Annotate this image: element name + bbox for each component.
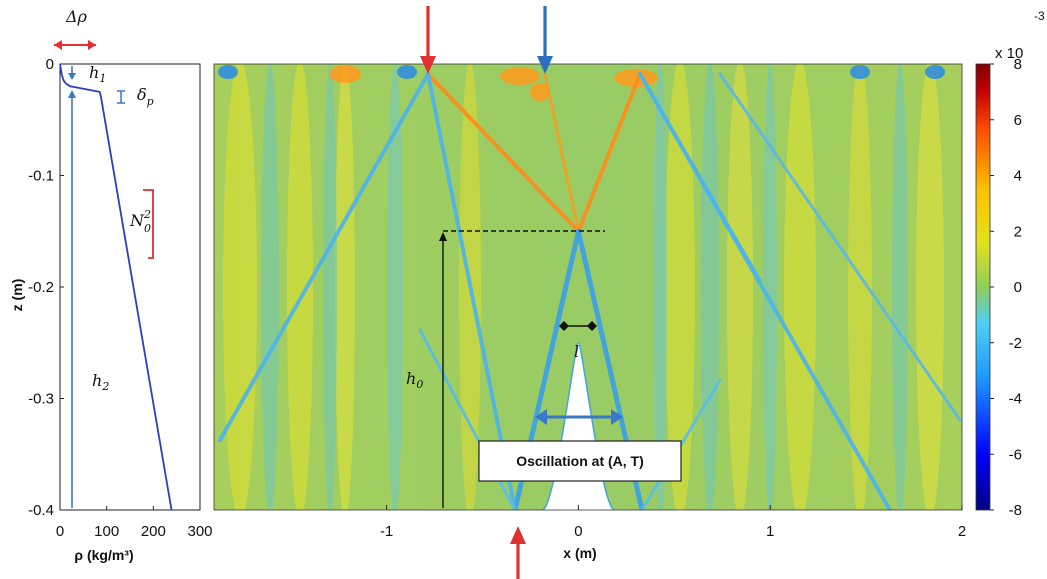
density-ticks: 0-0.1-0.2-0.3-0.40 100 200 300 — [28, 56, 212, 540]
field-streak — [848, 64, 872, 510]
field-x-tick-label: -1 — [380, 523, 393, 540]
field-streak — [323, 64, 337, 510]
field-streak — [261, 64, 279, 510]
density-x-tick-label: 100 — [94, 523, 119, 540]
wave-beam — [218, 72, 430, 442]
field-x-axis-label: x (m) — [563, 545, 596, 561]
field-streak — [727, 64, 753, 510]
wave-beam — [543, 72, 580, 233]
h1-arrowhead-down-icon — [68, 73, 76, 80]
density-y-tick-label: -0.3 — [28, 391, 54, 408]
colorbar-tick-label: -6 — [1009, 446, 1022, 463]
colorbar-tick-label: -4 — [1009, 391, 1022, 408]
field-streak — [701, 64, 719, 510]
colorbar-ticks: 8 6 4 2 0 -2 -4 -6 -8 — [990, 56, 1022, 519]
wave-field-frame — [213, 63, 963, 511]
field-coldspot — [925, 65, 945, 79]
field-streak — [387, 64, 403, 510]
field-streak — [916, 64, 944, 510]
density-x-tick-label: 300 — [187, 523, 212, 540]
wave-field-image — [214, 64, 962, 510]
field-x-tick-label: 0 — [574, 523, 582, 540]
oscillation-label-box — [478, 440, 682, 482]
oscillation-arrowhead-right-icon — [611, 409, 623, 425]
density-x-tick-label: 0 — [56, 523, 64, 540]
width-marker-left-icon — [559, 321, 569, 331]
colorbar-tick-label: 6 — [1014, 112, 1022, 129]
field-streak — [223, 64, 257, 510]
field-coldspot — [397, 65, 417, 79]
field-hotspot — [329, 65, 361, 83]
field-streak — [653, 64, 667, 510]
field-hotspot — [530, 83, 550, 101]
delta-rho-arrowhead-right-icon — [88, 40, 96, 50]
n0-bracket — [143, 189, 154, 259]
field-streak — [763, 64, 777, 510]
field-streak — [335, 64, 355, 510]
colorbar-tick-label: 8 — [1014, 56, 1022, 73]
delta-rho-arrowhead-left-icon — [54, 40, 62, 50]
field-hotspot — [500, 67, 540, 85]
colorbar-scale-label: x 10 — [995, 45, 1023, 62]
field-x-tick-label: 2 — [958, 523, 966, 540]
delta-p-label: δp — [137, 85, 154, 108]
colorbar: 8 6 4 2 0 -2 -4 -6 -8 x 10 -3 — [975, 9, 1045, 519]
wave-beam — [638, 72, 762, 282]
field-coldspot — [850, 65, 870, 79]
h1-label: h1 — [89, 63, 106, 85]
field-texture — [218, 64, 945, 510]
width-marker-right-icon — [587, 321, 597, 331]
density-x-tick-label: 200 — [141, 523, 166, 540]
blue-arrow-top-head-icon — [537, 56, 553, 74]
colorbar-scale-exponent: -3 — [1034, 9, 1045, 23]
colorbar-tick-label: 0 — [1014, 279, 1022, 296]
density-y-tick-label: -0.4 — [28, 502, 54, 519]
density-y-tick-label: 0 — [46, 56, 54, 73]
density-y-tick-label: -0.2 — [28, 279, 54, 296]
red-arrow-bottom-head-icon — [510, 526, 526, 544]
red-arrow-top-head-icon — [420, 56, 436, 74]
h2-label: h2 — [92, 371, 109, 393]
wave-beam — [426, 72, 517, 510]
h0-arrowhead-icon — [439, 232, 447, 241]
colorbar-tick-label: 2 — [1014, 223, 1022, 240]
h2-arrowhead-up-icon — [68, 90, 76, 98]
density-x-axis-label: ρ (kg/m³) — [74, 547, 133, 563]
density-panel: 0-0.1-0.2-0.3-0.40 100 200 300 Δρ h1 δp N2 0… — [9, 7, 213, 563]
h0-label: h0 — [406, 369, 423, 391]
wave-beam — [426, 72, 581, 234]
field-streak — [892, 64, 908, 510]
density-y-tick-label: -0.1 — [28, 168, 54, 185]
wave-beam — [576, 72, 642, 234]
delta-rho-label: Δρ — [65, 7, 88, 26]
wave-field-panel: -1 0 1 2 h0 l Oscillation at (A, T) x (m) — [213, 6, 966, 579]
field-streak — [287, 64, 313, 510]
field-streak — [784, 64, 816, 510]
width-label: l — [574, 342, 579, 361]
wave-field-ticks: -1 0 1 2 — [380, 505, 966, 540]
colorbar-tick-label: -2 — [1009, 335, 1022, 352]
colorbar-tick-label: -8 — [1009, 502, 1022, 519]
colorbar-tick-label: 4 — [1014, 168, 1022, 185]
density-axes-box — [59, 63, 201, 511]
density-profile-line — [59, 63, 173, 511]
delta-p-bracket — [117, 90, 125, 104]
wave-beam — [718, 72, 962, 422]
oscillation-label: Oscillation at (A, T) — [516, 453, 644, 469]
density-y-axis-label: z (m) — [9, 279, 25, 312]
n0-label: N2 0 — [129, 208, 151, 235]
oscillation-arrowhead-left-icon — [535, 409, 547, 425]
field-streak — [665, 64, 695, 510]
field-x-tick-label: 1 — [766, 523, 774, 540]
field-coldspot — [218, 65, 238, 79]
colorbar-gradient — [975, 63, 991, 511]
